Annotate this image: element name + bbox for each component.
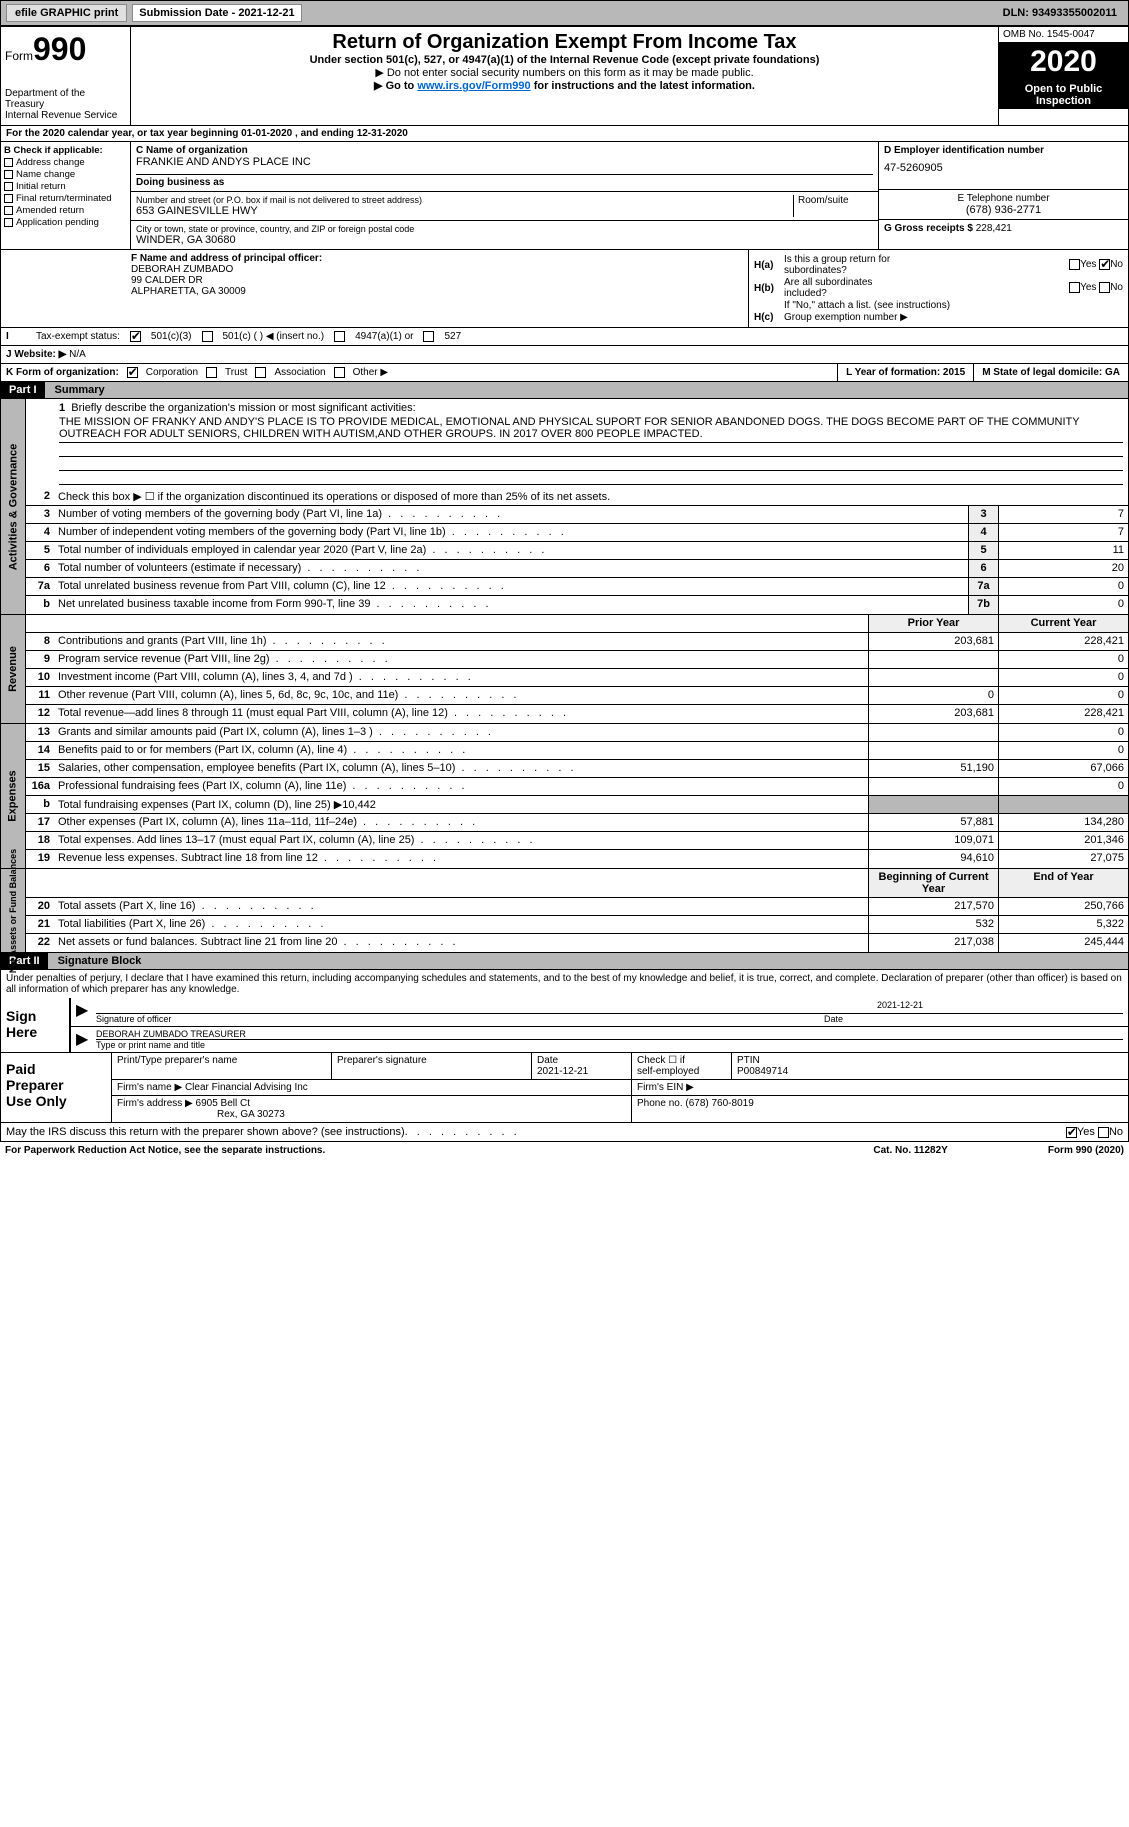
no-ssn-note: ▶ Do not enter social security numbers o… [135, 66, 994, 79]
rev-row-11: 11Other revenue (Part VIII, column (A), … [26, 687, 1128, 705]
revenue-section: Revenue Prior YearCurrent Year 8Contribu… [0, 615, 1129, 724]
part-1-header: Part I Summary [0, 382, 1129, 399]
ein-box: D Employer identification number 47-5260… [879, 142, 1128, 190]
room-suite: Room/suite [793, 195, 873, 217]
checkbox-amended-return[interactable]: Amended return [4, 205, 127, 216]
telephone-box: E Telephone number (678) 936-2771 [879, 190, 1128, 220]
exp-row-b: bTotal fundraising expenses (Part IX, co… [26, 796, 1128, 814]
part-2-header: Part II Signature Block [0, 953, 1129, 970]
exp-row-15: 15Salaries, other compensation, employee… [26, 760, 1128, 778]
nab-row-21: 21Total liabilities (Part X, line 26)532… [26, 916, 1128, 934]
tax-period: For the 2020 calendar year, or tax year … [0, 126, 1129, 142]
open-public: Open to Public Inspection [999, 81, 1128, 109]
top-bar: efile GRAPHIC print Submission Date - 20… [0, 0, 1129, 26]
nab-row-22: 22Net assets or fund balances. Subtract … [26, 934, 1128, 952]
exp-row-14: 14Benefits paid to or for members (Part … [26, 742, 1128, 760]
exp-row-18: 18Total expenses. Add lines 13–17 (must … [26, 832, 1128, 850]
gov-row-3: 3Number of voting members of the governi… [26, 506, 1128, 524]
footer: For Paperwork Reduction Act Notice, see … [0, 1142, 1129, 1159]
state-domicile: M State of legal domicile: GA [973, 364, 1128, 381]
rev-row-10: 10Investment income (Part VIII, column (… [26, 669, 1128, 687]
exp-row-17: 17Other expenses (Part IX, column (A), l… [26, 814, 1128, 832]
city-state-zip: City or town, state or province, country… [136, 224, 414, 246]
signature-section: Under penalties of perjury, I declare th… [0, 970, 1129, 1123]
dln: DLN: 93493355002011 [997, 5, 1123, 21]
checkbox-final-return-terminated[interactable]: Final return/terminated [4, 193, 127, 204]
exp-row-13: 13Grants and similar amounts paid (Part … [26, 724, 1128, 742]
rev-row-9: 9Program service revenue (Part VIII, lin… [26, 651, 1128, 669]
irs-discuss-row: May the IRS discuss this return with the… [0, 1123, 1129, 1142]
sign-here-label: Sign Here [1, 998, 71, 1052]
checkbox-name-change[interactable]: Name change [4, 169, 127, 180]
gross-receipts: G Gross receipts $ 228,421 [879, 220, 1128, 237]
omb-number: OMB No. 1545-0047 [999, 27, 1128, 43]
form-number: Form990 [5, 31, 126, 68]
gov-row-4: 4Number of independent voting members of… [26, 524, 1128, 542]
irs-link[interactable]: www.irs.gov/Form990 [417, 80, 530, 92]
website-row: J Website: ▶ N/A [0, 346, 1129, 364]
net-assets-section: Net Assets or Fund Balances Beginning of… [0, 869, 1129, 953]
checkbox-initial-return[interactable]: Initial return [4, 181, 127, 192]
street-address: Number and street (or P.O. box if mail i… [136, 195, 793, 217]
expenses-section: Expenses 13Grants and similar amounts pa… [0, 724, 1129, 869]
gov-row-6: 6Total number of volunteers (estimate if… [26, 560, 1128, 578]
submission-date: Submission Date - 2021-12-21 [132, 4, 301, 22]
goto-line: ▶ Go to www.irs.gov/Form990 for instruct… [135, 79, 994, 92]
efile-print-button[interactable]: efile GRAPHIC print [6, 4, 127, 22]
year-formation: L Year of formation: 2015 [837, 364, 973, 381]
exp-row-16a: 16aProfessional fundraising fees (Part I… [26, 778, 1128, 796]
org-name-box: C Name of organization FRANKIE AND ANDYS… [131, 142, 878, 192]
tax-year: 2020 [999, 43, 1128, 81]
nab-row-20: 20Total assets (Part X, line 16)217,5702… [26, 898, 1128, 916]
tax-status-row: I Tax-exempt status: 501(c)(3) 501(c) ( … [0, 328, 1129, 346]
dept-treasury: Department of the Treasury Internal Reve… [5, 88, 126, 121]
gov-row-7a: 7aTotal unrelated business revenue from … [26, 578, 1128, 596]
gov-row-7b: bNet unrelated business taxable income f… [26, 596, 1128, 614]
exp-row-19: 19Revenue less expenses. Subtract line 1… [26, 850, 1128, 868]
form-title: Return of Organization Exempt From Incom… [135, 31, 994, 54]
check-applicable: B Check if applicable: Address changeNam… [1, 142, 131, 249]
paid-preparer-label: Paid Preparer Use Only [1, 1053, 111, 1122]
rev-row-8: 8Contributions and grants (Part VIII, li… [26, 633, 1128, 651]
rev-row-12: 12Total revenue—add lines 8 through 11 (… [26, 705, 1128, 723]
k-org-row: K Form of organization: Corporation Trus… [0, 364, 1129, 382]
officer-row: F Name and address of principal officer:… [0, 250, 1129, 328]
gov-row-5: 5Total number of individuals employed in… [26, 542, 1128, 560]
checkbox-application-pending[interactable]: Application pending [4, 217, 127, 228]
activities-governance: Activities & Governance 1 Briefly descri… [0, 399, 1129, 615]
form-subtitle: Under section 501(c), 527, or 4947(a)(1)… [135, 54, 994, 66]
mission-text: THE MISSION OF FRANKY AND ANDY'S PLACE I… [59, 414, 1123, 443]
entity-info: B Check if applicable: Address changeNam… [0, 142, 1129, 250]
form-header: Form990 Department of the Treasury Inter… [0, 26, 1129, 126]
checkbox-address-change[interactable]: Address change [4, 157, 127, 168]
h-block: H(a)Is this a group return for subordina… [748, 250, 1128, 327]
